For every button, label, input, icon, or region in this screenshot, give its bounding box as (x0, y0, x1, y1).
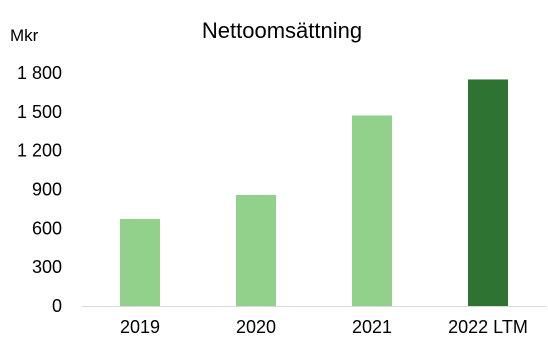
y-tick-label: 1 200 (17, 141, 62, 161)
y-tick-label: 600 (32, 218, 62, 238)
y-tick-label: 900 (32, 180, 62, 200)
x-tick-label: 2020 (236, 317, 276, 337)
y-tick-label: 1 800 (17, 63, 62, 83)
x-tick-label: 2021 (352, 317, 392, 337)
y-axis-unit-label: Mkr (10, 26, 39, 45)
y-tick-label: 1 500 (17, 102, 62, 122)
bar (468, 79, 508, 306)
bar (120, 219, 160, 306)
y-axis-ticks: 0 300 600 900 1 200 1 500 1 800 (17, 63, 62, 316)
bar (352, 115, 392, 306)
bar (236, 194, 276, 306)
x-tick-label: 2019 (120, 317, 160, 337)
y-tick-label: 0 (52, 296, 62, 316)
x-axis-ticks: 2019 2020 2021 2022 LTM (120, 317, 528, 337)
x-tick-label: 2022 LTM (448, 317, 528, 337)
y-tick-label: 300 (32, 257, 62, 277)
chart-title: Nettoomsättning (202, 18, 362, 43)
bars (120, 79, 508, 306)
